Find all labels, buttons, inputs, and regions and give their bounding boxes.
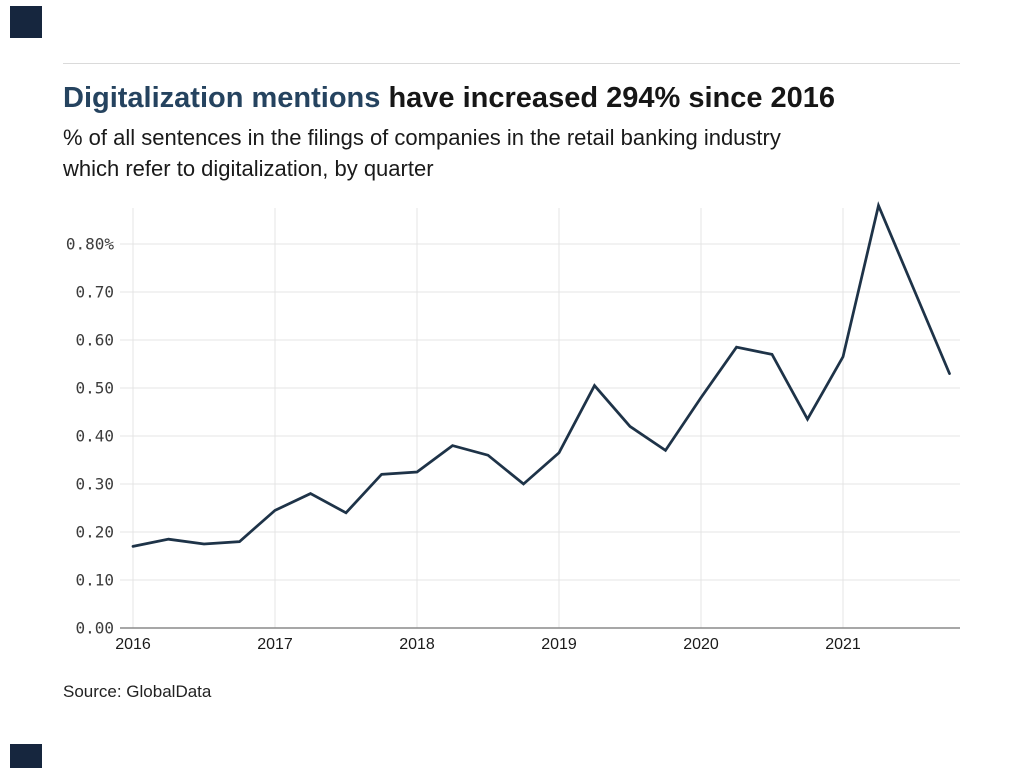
header-divider [63, 63, 960, 64]
brand-square-icon [10, 6, 42, 38]
y-tick-label: 0.80% [66, 235, 115, 254]
y-tick-label: 0.60 [75, 331, 114, 350]
brand-square-icon [10, 744, 42, 768]
y-tick-label: 0.70 [75, 283, 114, 302]
x-tick-label: 2017 [257, 636, 293, 653]
x-tick-label: 2018 [399, 636, 435, 653]
x-tick-label: 2019 [541, 636, 577, 653]
chart-subtitle: % of all sentences in the filings of com… [63, 122, 983, 184]
chart-subtitle-line-2: which refer to digitalization, by quarte… [63, 156, 434, 181]
data-series-line [131, 201, 951, 548]
y-tick-label: 0.00 [75, 619, 114, 638]
chart-title-accent: Digitalization mentions [63, 82, 381, 114]
x-tick-label: 2016 [115, 636, 151, 653]
chart-title: Digitalization mentions have increased 2… [63, 80, 963, 116]
x-tick-label: 2020 [683, 636, 719, 653]
chart-title-rest: have increased 294% since 2016 [380, 82, 836, 114]
y-tick-label: 0.50 [75, 379, 114, 398]
source-attribution: Source: GlobalData [63, 682, 212, 701]
chart-subtitle-line-1: % of all sentences in the filings of com… [63, 125, 781, 150]
y-tick-label: 0.10 [75, 571, 114, 590]
y-tick-label: 0.20 [75, 523, 114, 542]
x-tick-label: 2021 [825, 636, 861, 653]
y-tick-label: 0.40 [75, 427, 114, 446]
y-tick-label: 0.30 [75, 475, 114, 494]
